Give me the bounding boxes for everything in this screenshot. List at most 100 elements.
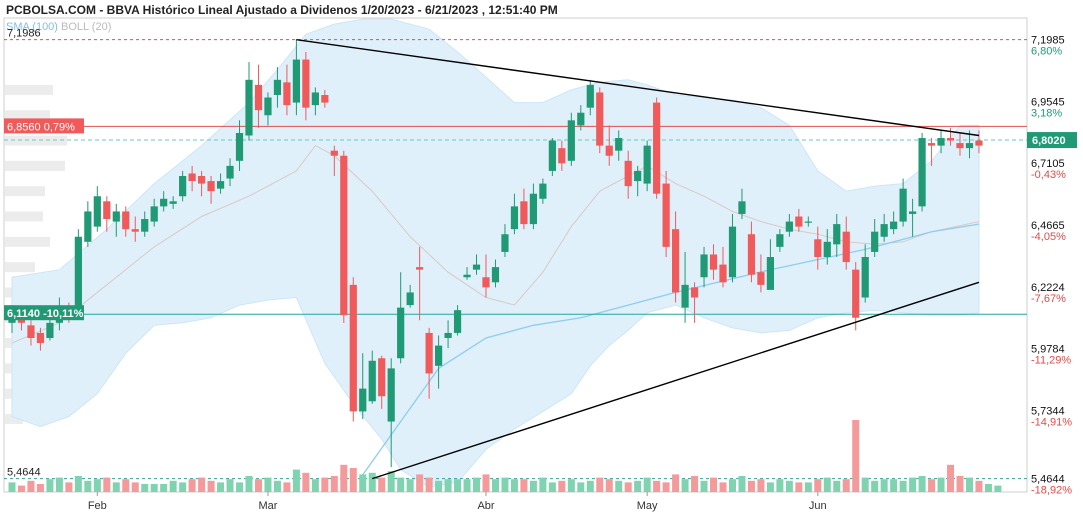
candle-body	[567, 120, 575, 161]
volume-bar	[245, 476, 253, 492]
candle-body	[757, 272, 765, 285]
candle-body	[927, 143, 936, 146]
volume-bar	[510, 479, 518, 492]
volume-bar	[273, 480, 281, 492]
volume-bar	[918, 476, 926, 492]
legend-boll[interactable]: BOLL (20)	[61, 21, 112, 33]
volume-bar	[74, 476, 82, 492]
volume-bar	[984, 484, 992, 492]
candle-body	[311, 92, 319, 106]
chart-legend: SMA (100) BOLL (20)	[6, 21, 111, 33]
volume-bar	[283, 482, 291, 492]
candle-body	[169, 201, 177, 204]
volume-bar	[624, 482, 632, 492]
volume-bar	[596, 477, 604, 492]
volume-bar	[482, 474, 490, 492]
volume-bar	[776, 479, 784, 492]
candle-body	[349, 284, 357, 412]
candle-body	[501, 234, 509, 252]
axis-pct-label: 3,18%	[1031, 107, 1062, 119]
candle-body	[804, 221, 812, 223]
candle-body	[27, 325, 35, 338]
candle-body	[216, 181, 225, 189]
candle-body	[871, 231, 879, 252]
candle-body	[264, 97, 272, 116]
axis-pct-label: -4,05%	[1031, 231, 1066, 243]
volume-bar	[501, 477, 509, 492]
candle-body	[634, 170, 642, 182]
candle-body	[738, 201, 746, 214]
chart-title: PCBOLSA.COM - BBVA Histórico Lineal Ajus…	[6, 3, 558, 17]
volume-bar	[700, 480, 708, 492]
candle-body	[823, 241, 831, 257]
volume-bar	[292, 469, 300, 492]
candle-body	[956, 143, 964, 149]
volume-bar	[852, 420, 860, 492]
axis-price-label: 7,1985	[1031, 35, 1065, 47]
candle-body	[160, 198, 168, 207]
volume-bar	[311, 479, 319, 492]
volume-bar	[823, 477, 831, 492]
volume-bar	[890, 479, 898, 492]
volume-bar	[833, 480, 841, 492]
volume-bar	[264, 477, 272, 492]
marker-badge-red	[4, 118, 84, 134]
volume-bar	[634, 480, 642, 492]
volume-bar	[728, 479, 736, 492]
volume-bar	[947, 464, 955, 492]
axis-price-label: 6,9545	[1031, 96, 1065, 108]
volume-bar	[103, 477, 111, 492]
volume-bar	[254, 479, 262, 492]
candle-body	[852, 269, 860, 318]
volume-bar	[93, 479, 101, 492]
volume-bar	[491, 479, 499, 492]
volume-bars	[8, 420, 1002, 492]
volume-bar	[662, 482, 670, 492]
candle-body	[122, 211, 130, 230]
volume-bar	[577, 482, 585, 492]
volume-bar	[909, 477, 917, 492]
candle-body	[188, 173, 196, 182]
candle-body	[406, 292, 414, 306]
candle-body	[842, 231, 850, 263]
volume-bar	[785, 480, 793, 492]
price-markers: 7,1986 6,8560 0,79% 6,1140 -10,11% 5,4644 6,…	[4, 28, 1077, 479]
legend-sma[interactable]: SMA (100)	[6, 21, 58, 33]
volume-bar	[738, 476, 746, 492]
candle-body	[368, 360, 376, 402]
candle-body	[719, 264, 727, 283]
axis-pct-label: -11,29%	[1031, 355, 1071, 367]
volume-bar	[387, 471, 395, 492]
volume-bar	[928, 479, 936, 492]
volume-bar	[217, 482, 225, 492]
candle-body	[833, 224, 841, 245]
volume-bar	[349, 468, 357, 492]
volume-bar	[567, 479, 575, 492]
candle-body	[330, 150, 338, 156]
candle-body	[150, 206, 158, 222]
volume-bar	[520, 479, 528, 492]
x-axis-label: Mar	[258, 500, 277, 512]
candle-body	[681, 284, 689, 308]
volume-bar	[861, 477, 869, 492]
axis-price-label: 6,7105	[1031, 158, 1065, 170]
candle-body	[453, 310, 462, 333]
candle-body	[899, 188, 907, 222]
candle-body	[577, 112, 585, 126]
volume-bar	[766, 482, 774, 492]
volume-bar	[444, 479, 452, 492]
candle-body	[596, 92, 604, 146]
volume-bar	[994, 485, 1002, 492]
candle-body	[662, 183, 670, 247]
candle-body	[112, 211, 120, 222]
volume-bar	[131, 482, 139, 492]
candle-body	[378, 358, 386, 397]
axis-pct-label: -14,91%	[1031, 416, 1072, 428]
candle-body	[397, 307, 405, 359]
volume-bar	[899, 480, 907, 492]
volume-bar	[46, 479, 54, 492]
candle-body	[283, 82, 291, 106]
volume-bar	[615, 480, 623, 492]
